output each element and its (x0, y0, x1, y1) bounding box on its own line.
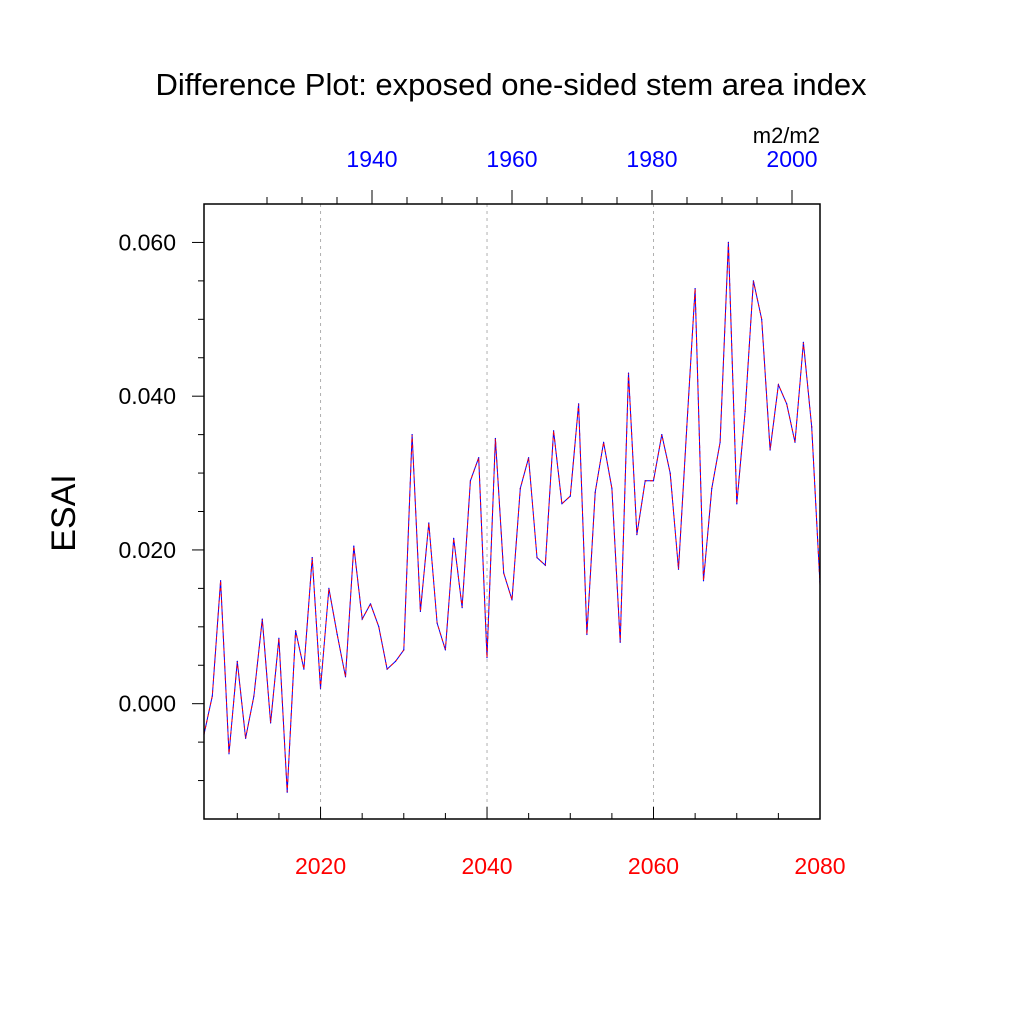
data-point (544, 564, 546, 566)
data-point (669, 472, 671, 474)
data-point (503, 572, 505, 574)
data-point (319, 687, 322, 689)
data-point (727, 241, 730, 243)
data-point (236, 660, 238, 663)
data-point (519, 487, 521, 489)
data-point (245, 737, 247, 739)
data-point (428, 522, 430, 524)
y-tick-label: 0.020 (118, 537, 176, 563)
grid-lines (320, 204, 655, 819)
x-top-tick-label: 2000 (766, 146, 817, 172)
data-point (336, 633, 338, 636)
data-series (203, 241, 821, 793)
data-point (761, 318, 763, 320)
data-point (619, 641, 621, 643)
data-point (228, 753, 230, 755)
data-point (511, 599, 513, 601)
data-point (553, 430, 555, 432)
units-label: m2/m2 (753, 123, 820, 148)
data-point (361, 618, 363, 620)
data-point (353, 545, 355, 547)
data-point (261, 618, 263, 620)
data-point (478, 457, 480, 459)
data-point (253, 695, 255, 697)
data-point (719, 441, 721, 443)
data-point (561, 503, 563, 505)
data-point (386, 668, 388, 670)
data-point (436, 622, 438, 624)
data-point (528, 457, 530, 459)
y-tick-label: 0.040 (118, 383, 176, 409)
data-point (453, 537, 455, 540)
data-point (394, 660, 397, 663)
data-point (594, 491, 596, 493)
data-point (303, 668, 305, 670)
data-point (494, 437, 496, 440)
data-point (711, 487, 713, 489)
data-point (811, 426, 813, 428)
data-point (744, 411, 746, 413)
data-point (686, 426, 688, 428)
x-top-tick-label: 1980 (626, 146, 677, 172)
data-point (694, 288, 696, 290)
data-point (652, 480, 655, 482)
data-point (802, 341, 805, 343)
data-point (627, 372, 630, 374)
data-point (469, 480, 471, 482)
data-point (603, 441, 605, 443)
x-bottom-tick-label: 2060 (628, 853, 679, 879)
data-point (769, 449, 771, 451)
data-point (536, 557, 538, 559)
x-bottom-tick-label: 2080 (794, 853, 845, 879)
data-point (403, 649, 405, 651)
y-tick-label: 0.000 (118, 691, 176, 717)
data-point (611, 487, 613, 489)
data-point (311, 557, 313, 559)
data-point (419, 610, 421, 613)
y-tick-label: 0.060 (118, 229, 176, 255)
data-point (411, 434, 413, 436)
data-point (444, 649, 446, 651)
data-point (644, 480, 646, 482)
data-point (736, 503, 738, 505)
data-point (794, 441, 796, 443)
data-point (270, 722, 272, 724)
x-bottom-tick-label: 2040 (461, 853, 512, 879)
series-line-solid (203, 241, 821, 793)
chart-title: Difference Plot: exposed one-sided stem … (155, 67, 867, 102)
data-point (220, 580, 222, 582)
plot-frame (203, 203, 821, 820)
data-point (777, 384, 780, 386)
data-point (636, 534, 638, 536)
data-point (752, 280, 755, 282)
tick-labels: 2020 2040 2060 2080 1940 1960 1980 2000 0.000 0.0… (118, 146, 845, 879)
x-top-tick-label: 1960 (486, 146, 537, 172)
data-point (661, 434, 663, 436)
data-point (578, 403, 580, 405)
data-point (786, 403, 788, 405)
data-point (569, 495, 571, 497)
x-bottom-tick-label: 2020 (295, 853, 346, 879)
x-top-tick-label: 1940 (346, 146, 397, 172)
data-point (702, 580, 705, 582)
series-line-dashed (203, 242, 821, 793)
data-point (369, 603, 372, 605)
axis-ticks (192, 190, 821, 819)
data-point (677, 568, 680, 570)
y-axis-title: ESAI (45, 474, 83, 551)
data-point (486, 657, 488, 659)
data-point (211, 695, 213, 697)
data-point (295, 630, 297, 632)
data-point (586, 633, 588, 636)
data-point (378, 626, 380, 628)
data-point (461, 607, 463, 609)
data-point (286, 791, 288, 793)
data-point (328, 587, 330, 590)
data-point (278, 637, 280, 639)
data-point (344, 676, 347, 678)
